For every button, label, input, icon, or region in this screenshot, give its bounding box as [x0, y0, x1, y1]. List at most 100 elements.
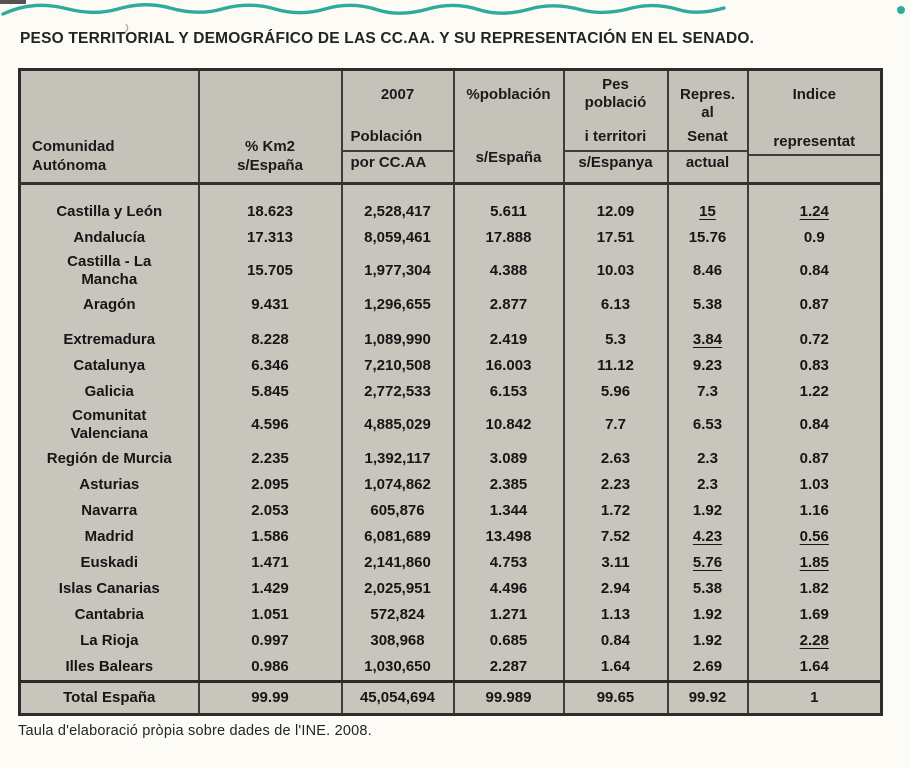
value-cell: 15.76	[666, 225, 749, 251]
value-cell: 5.3	[562, 327, 669, 353]
value-cell: 1.92	[666, 628, 749, 654]
value-cell: 0.56	[746, 524, 883, 550]
region-name-cell: Andalucía	[18, 225, 200, 251]
table-row: Catalunya 6.346 7,210,508 16.003 11.12 9.23 0.…	[18, 353, 883, 379]
value-cell: 5.845	[197, 379, 343, 405]
value-cell: 2.877	[452, 292, 565, 318]
spacer-cell	[746, 183, 883, 199]
header-representacion-senado: Repres. al Senat actual	[666, 69, 749, 185]
table-row: Navarra 2.053 605,876 1.344 1.72 1.92 1.16	[18, 498, 883, 524]
spacer-cell	[18, 183, 200, 199]
region-name-cell: Navarra	[18, 498, 200, 524]
region-name-cell: La Rioja	[18, 628, 200, 654]
squiggle-stroke	[1, 3, 726, 16]
value-cell: 1,392,117	[340, 446, 455, 472]
value-cell: 1.24	[746, 199, 883, 225]
table-header: Comunidad Autónoma % Km2 s/España 2007 P…	[18, 69, 883, 185]
value-cell: 1.85	[746, 550, 883, 576]
value-cell: 1.64	[562, 654, 669, 682]
region-name-cell: Madrid	[18, 524, 200, 550]
header-divider	[668, 149, 747, 152]
value-cell: 99.989	[452, 680, 565, 715]
value-cell: 1.471	[197, 550, 343, 576]
value-cell: 1.271	[452, 602, 565, 628]
header-line: por CC.AA	[350, 153, 427, 171]
region-name-cell: Catalunya	[18, 353, 200, 379]
value-cell: 6.153	[452, 379, 565, 405]
value-cell: 3.089	[452, 446, 565, 472]
value-cell: 15.705	[197, 251, 343, 292]
value-cell: 0.9	[746, 225, 883, 251]
underlined-value: 3.84	[692, 330, 723, 348]
value-cell: 1,089,990	[340, 327, 455, 353]
table-body: Castilla y León 18.623 2,528,417 5.611 12.09…	[18, 183, 883, 715]
header-line: Indice	[792, 86, 836, 103]
table-row: Castilla y León 18.623 2,528,417 5.611 12.09…	[18, 199, 883, 225]
header-pes-poblacio: Pes població i territori s/Espanya	[562, 69, 669, 185]
value-cell: 2.385	[452, 472, 565, 498]
value-cell: 2.69	[666, 654, 749, 682]
header-line: al	[701, 104, 714, 122]
region-name-cell: Illes Balears	[18, 654, 200, 682]
region-name-cell: Extremadura	[18, 327, 200, 353]
underlined-value: 4.23	[692, 527, 723, 545]
value-cell: 3.11	[562, 550, 669, 576]
spacer-cell	[197, 183, 343, 199]
header-pct-km2: % Km2 s/España	[197, 69, 343, 185]
value-cell: 2.287	[452, 654, 565, 682]
underlined-value: 0.56	[799, 527, 829, 545]
spacer-cell	[562, 318, 669, 327]
territorial-weight-table: Comunidad Autónoma % Km2 s/España 2007 P…	[18, 68, 883, 716]
table-row: Comunitat Valenciana 4.596 4,885,029 10.842…	[18, 405, 883, 446]
region-name-cell: Euskadi	[18, 550, 200, 576]
region-name-cell: Región de Murcia	[18, 446, 200, 472]
value-cell: 3.84	[666, 327, 749, 353]
header-divider	[564, 149, 667, 152]
underlined-value: 5.76	[692, 553, 723, 571]
value-cell: 1.586	[197, 524, 343, 550]
spacer-cell	[197, 318, 343, 327]
page-title: PESO TERRITORIAL Y DEMOGRÁFICO DE LAS CC…	[20, 30, 755, 47]
value-cell: 5.96	[562, 379, 669, 405]
table-row: Asturias 2.095 1,074,862 2.385 2.23 2.3 1.03	[18, 472, 883, 498]
value-cell: 13.498	[452, 524, 565, 550]
value-cell: 605,876	[340, 498, 455, 524]
value-cell: 2,025,951	[340, 576, 455, 602]
value-cell: 5.76	[666, 550, 749, 576]
underlined-value: 2.28	[799, 631, 829, 649]
underlined-value: 1.85	[799, 553, 829, 571]
header-line: i territori	[584, 128, 647, 146]
spacer-cell	[562, 183, 669, 199]
table-row: Aragón 9.431 1,296,655 2.877 6.13 5.38 0.87	[18, 292, 883, 318]
header-line: s/Espanya	[578, 153, 653, 171]
header-line: Autónoma	[32, 156, 107, 174]
spacer-cell	[746, 318, 883, 327]
value-cell: 572,824	[340, 602, 455, 628]
region-name-cell: Castilla y León	[18, 199, 200, 225]
header-line: representat	[773, 132, 856, 150]
value-cell: 99.99	[197, 680, 343, 715]
value-cell: 4.388	[452, 251, 565, 292]
value-cell: 6.346	[197, 353, 343, 379]
table-row: Cantabria 1.051 572,824 1.271 1.13 1.92 1.69	[18, 602, 883, 628]
value-cell: 7,210,508	[340, 353, 455, 379]
value-cell: 1.22	[746, 379, 883, 405]
header-line: actual	[685, 153, 730, 171]
value-cell: 5.38	[666, 292, 749, 318]
value-cell: 4.23	[666, 524, 749, 550]
value-cell: 1,296,655	[340, 292, 455, 318]
region-name-cell: Asturias	[18, 472, 200, 498]
value-cell: 2.053	[197, 498, 343, 524]
value-cell: 99.92	[666, 680, 749, 715]
table-row: Illes Balears 0.986 1,030,650 2.287 1.64 2.69…	[18, 654, 883, 682]
spacer-cell	[666, 183, 749, 199]
header-line: s/España	[475, 148, 542, 166]
value-cell: 1.92	[666, 602, 749, 628]
table-row: Madrid 1.586 6,081,689 13.498 7.52 4.23 0.56	[18, 524, 883, 550]
value-cell: 308,968	[340, 628, 455, 654]
region-name-cell: Islas Canarias	[18, 576, 200, 602]
header-line: % Km2	[244, 138, 296, 156]
header-divider	[342, 149, 453, 152]
value-cell: 7.7	[562, 405, 669, 446]
value-cell: 2,528,417	[340, 199, 455, 225]
